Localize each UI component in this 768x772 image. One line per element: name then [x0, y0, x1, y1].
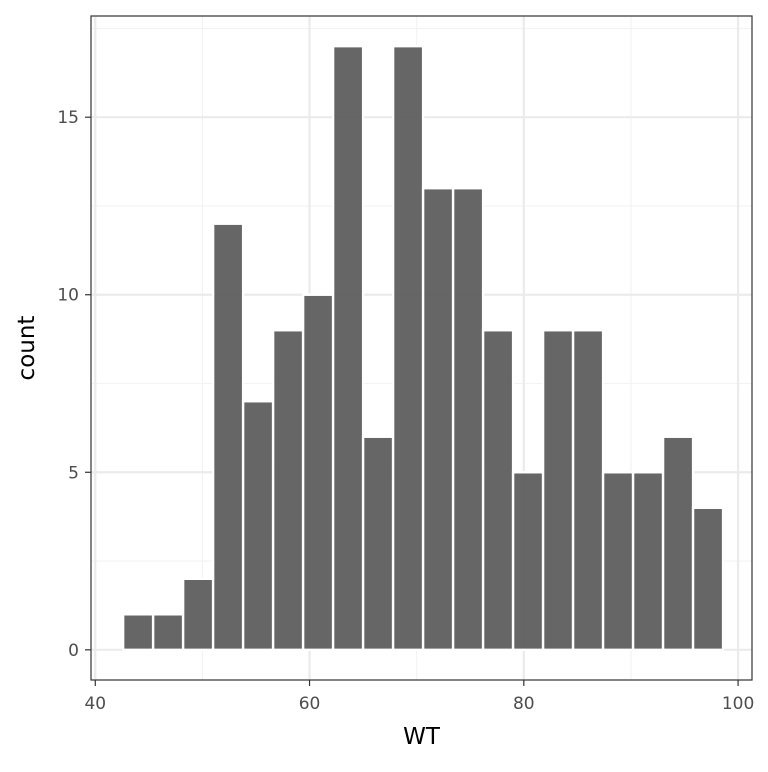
y-axis: 0 5 10 15	[57, 108, 91, 661]
histogram-bar	[331, 44, 365, 652]
histogram-bar	[211, 222, 245, 652]
histogram-bar	[421, 187, 455, 652]
histogram-bar	[691, 506, 725, 652]
histogram-bar	[151, 613, 185, 652]
histogram-bar	[301, 293, 335, 652]
histogram-bar	[121, 613, 155, 652]
histogram-bar	[631, 471, 665, 652]
histogram-bar	[661, 435, 695, 652]
bars-layer	[121, 44, 725, 652]
histogram-bar	[391, 44, 425, 652]
y-axis-title: count	[14, 316, 40, 381]
histogram-bar	[541, 329, 575, 652]
y-tick-label: 10	[57, 286, 79, 306]
y-tick-label: 0	[68, 641, 79, 661]
histogram-bar	[481, 329, 515, 652]
x-axis-title: WT	[403, 724, 441, 750]
panel-border	[90, 15, 753, 681]
x-tick-label: 60	[299, 694, 321, 714]
histogram-bar	[601, 471, 635, 652]
x-tick-label: 40	[84, 694, 106, 714]
x-tick-label: 100	[722, 694, 754, 714]
y-tick-label: 5	[68, 463, 79, 483]
histogram-bar	[451, 187, 485, 652]
histogram-bar	[181, 577, 215, 652]
x-axis: 40 60 80 100	[84, 680, 754, 714]
x-tick-label: 80	[513, 694, 535, 714]
y-tick-label: 15	[57, 108, 79, 128]
histogram-bar	[361, 435, 395, 652]
histogram-bar	[271, 329, 305, 652]
histogram-bar	[571, 329, 605, 652]
histogram-bar	[511, 471, 545, 652]
histogram-bar	[241, 400, 275, 652]
